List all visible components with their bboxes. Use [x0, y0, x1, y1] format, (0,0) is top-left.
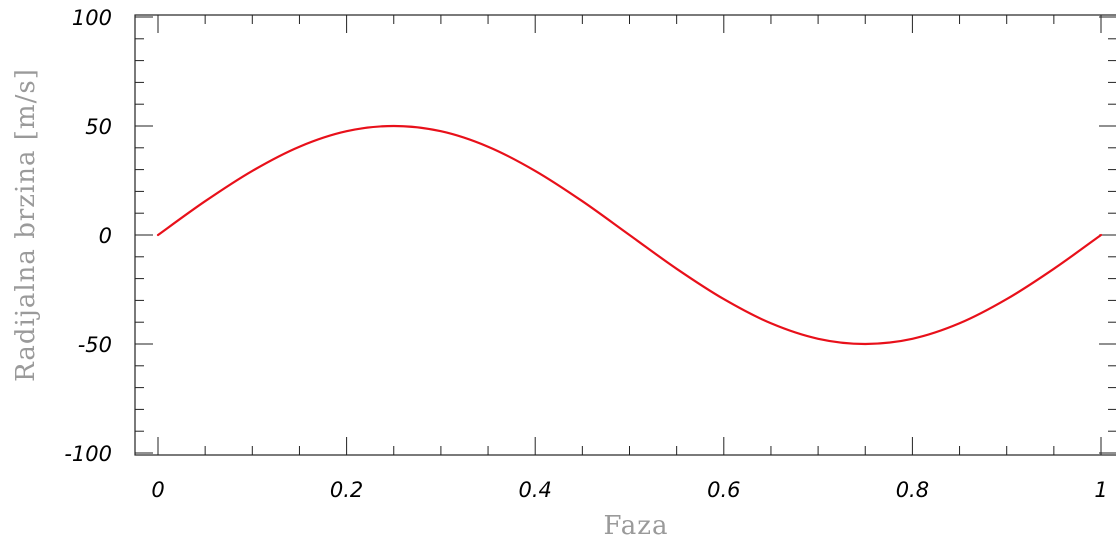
y-tick-label: 50 — [85, 115, 112, 139]
y-tick-label: 100 — [72, 6, 112, 30]
tick-labels: 0 0.2 0.4 0.6 0.8 1 100 50 0 -50 -100 — [64, 6, 1107, 502]
x-tick-label: 0.8 — [896, 478, 929, 502]
plot-frame — [134, 14, 1116, 456]
y-axis-title: Radijalna brzina [m/s] — [11, 68, 41, 382]
x-tick-label: 0 — [151, 478, 164, 502]
axis-ticks — [135, 15, 1116, 455]
y-tick-label: -50 — [78, 333, 112, 357]
y-tick-label: -100 — [64, 442, 112, 466]
series-line — [156, 124, 1103, 346]
x-tick-label: 0.2 — [330, 478, 363, 502]
y-tick-label: 0 — [99, 224, 112, 248]
x-tick-label: 0.6 — [707, 478, 740, 502]
x-tick-label: 1 — [1094, 478, 1107, 502]
x-tick-label: 0.4 — [518, 478, 551, 502]
x-axis-title: Faza — [604, 511, 669, 540]
